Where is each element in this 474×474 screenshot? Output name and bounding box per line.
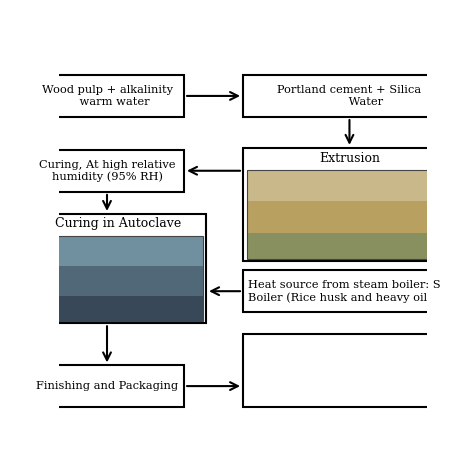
Text: Heat source from steam boiler: S
Boiler (Rice husk and heavy oil: Heat source from steam boiler: S Boiler … (248, 280, 441, 302)
FancyBboxPatch shape (30, 150, 184, 192)
FancyBboxPatch shape (30, 214, 206, 323)
Text: Portland cement + Silica
         Water: Portland cement + Silica Water (277, 85, 421, 107)
Text: Extrusion: Extrusion (319, 152, 380, 165)
FancyBboxPatch shape (243, 270, 456, 312)
Text: Finishing and Packaging: Finishing and Packaging (36, 381, 178, 391)
FancyBboxPatch shape (34, 236, 202, 266)
Text: Curing, At high relative
humidity (95% RH): Curing, At high relative humidity (95% R… (39, 160, 175, 182)
FancyBboxPatch shape (246, 233, 452, 259)
FancyBboxPatch shape (34, 296, 202, 321)
FancyBboxPatch shape (246, 201, 452, 233)
FancyBboxPatch shape (34, 266, 202, 296)
FancyBboxPatch shape (246, 170, 452, 201)
FancyBboxPatch shape (30, 75, 184, 117)
Text: Wood pulp + alkalinity
    warm water: Wood pulp + alkalinity warm water (42, 85, 173, 107)
FancyBboxPatch shape (243, 75, 456, 117)
FancyBboxPatch shape (243, 334, 456, 407)
FancyBboxPatch shape (30, 365, 184, 407)
Text: Curing in Autoclave: Curing in Autoclave (55, 218, 181, 230)
FancyBboxPatch shape (243, 148, 456, 261)
